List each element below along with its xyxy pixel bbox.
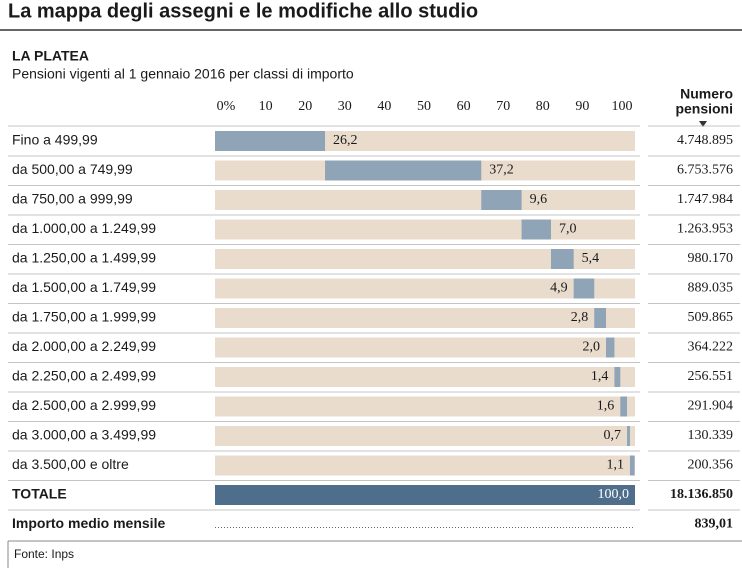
average-label: Importo medio mensile: [12, 515, 165, 531]
count-label: 980.170: [688, 251, 734, 266]
count-label: 130.339: [688, 428, 734, 443]
category-label: da 3.500,00 e oltre: [12, 456, 129, 472]
header-arrow: [699, 121, 707, 127]
category-label: da 1.500,00 a 1.749,99: [12, 279, 156, 295]
category-label: da 3.000,00 a 3.499,99: [12, 427, 156, 443]
total-label: TOTALE: [12, 486, 67, 502]
value-label: 1,4: [591, 369, 609, 384]
count-header: Numero: [680, 86, 733, 102]
bar-background: [215, 426, 635, 446]
category-label: da 2.000,00 a 2.249,99: [12, 338, 156, 354]
source: Fonte: Inps: [14, 547, 74, 561]
count-header: pensioni: [675, 101, 733, 117]
category-label: da 1.000,00 a 1.249,99: [12, 220, 156, 236]
bar: [325, 160, 482, 181]
category-label: da 1.250,00 a 1.499,99: [12, 250, 156, 266]
value-label: 9,6: [530, 192, 548, 207]
x-tick-label: 60: [457, 99, 471, 114]
bar-background: [215, 337, 635, 358]
value-label: 26,2: [333, 133, 358, 148]
x-tick-label: 30: [338, 99, 352, 114]
x-tick-label: 20: [298, 99, 312, 114]
value-label: 5,4: [582, 251, 600, 266]
subtitle: LA PLATEA: [12, 48, 89, 64]
category-label: da 2.500,00 a 2.999,99: [12, 397, 156, 413]
count-label: 509.865: [688, 310, 734, 325]
total-bar: [215, 485, 635, 505]
category-label: da 1.750,00 a 1.999,99: [12, 309, 156, 325]
category-label: Fino a 499,99: [12, 132, 98, 148]
count-label: 1.263.953: [677, 222, 733, 237]
bar-background: [215, 396, 635, 417]
count-label: 200.356: [688, 458, 734, 473]
category-label: da 2.250,00 a 2.499,99: [12, 368, 156, 384]
chart-title: La mappa degli assegni e le modifiche al…: [8, 0, 478, 22]
count-label: 1.747.984: [677, 192, 733, 207]
count-label: 6.753.576: [677, 163, 733, 178]
bar: [521, 219, 551, 240]
bar-background: [215, 278, 635, 299]
bar: [481, 190, 522, 210]
value-label: 0,7: [604, 428, 622, 443]
bar: [627, 426, 630, 446]
category-label: da 500,00 a 749,99: [12, 161, 133, 177]
value-label: 4,9: [550, 281, 568, 296]
bar-background: [215, 308, 635, 328]
x-tick-label: 10: [259, 99, 273, 114]
x-tick-label: 100: [612, 99, 633, 114]
total-value-label: 100,0: [598, 487, 630, 502]
description: Pensioni vigenti al 1 gennaio 2016 per c…: [12, 66, 354, 82]
x-tick-label: 50: [417, 99, 431, 114]
category-label: da 750,00 a 999,99: [12, 191, 133, 207]
count-label: 256.551: [688, 369, 734, 384]
x-tick-label: 90: [575, 99, 589, 114]
average-value: 839,01: [695, 517, 734, 532]
bar: [620, 396, 628, 417]
x-tick-label: 70: [496, 99, 510, 114]
bar: [215, 131, 326, 151]
count-label: 364.222: [688, 340, 734, 355]
value-label: 1,6: [597, 399, 615, 414]
value-label: 1,1: [606, 458, 624, 473]
value-label: 2,0: [583, 340, 601, 355]
bar-background: [215, 367, 635, 387]
count-label: 4.748.895: [677, 133, 733, 148]
count-label: 889.035: [688, 281, 734, 296]
total-count: 18.136.850: [670, 487, 733, 502]
x-tick-label: 40: [377, 99, 391, 114]
bar: [614, 367, 621, 387]
bar: [606, 337, 615, 358]
bar: [551, 249, 574, 269]
bar-background: [215, 249, 635, 269]
count-label: 291.904: [688, 399, 734, 414]
x-tick-label: 0%: [217, 99, 236, 114]
value-label: 2,8: [571, 310, 589, 325]
bar: [629, 455, 635, 476]
bar-background: [215, 455, 635, 476]
bar-background: [215, 190, 635, 210]
value-label: 37,2: [489, 163, 514, 178]
bar: [573, 278, 595, 299]
value-label: 7,0: [559, 222, 577, 237]
bar: [594, 308, 607, 328]
x-tick-label: 80: [536, 99, 550, 114]
